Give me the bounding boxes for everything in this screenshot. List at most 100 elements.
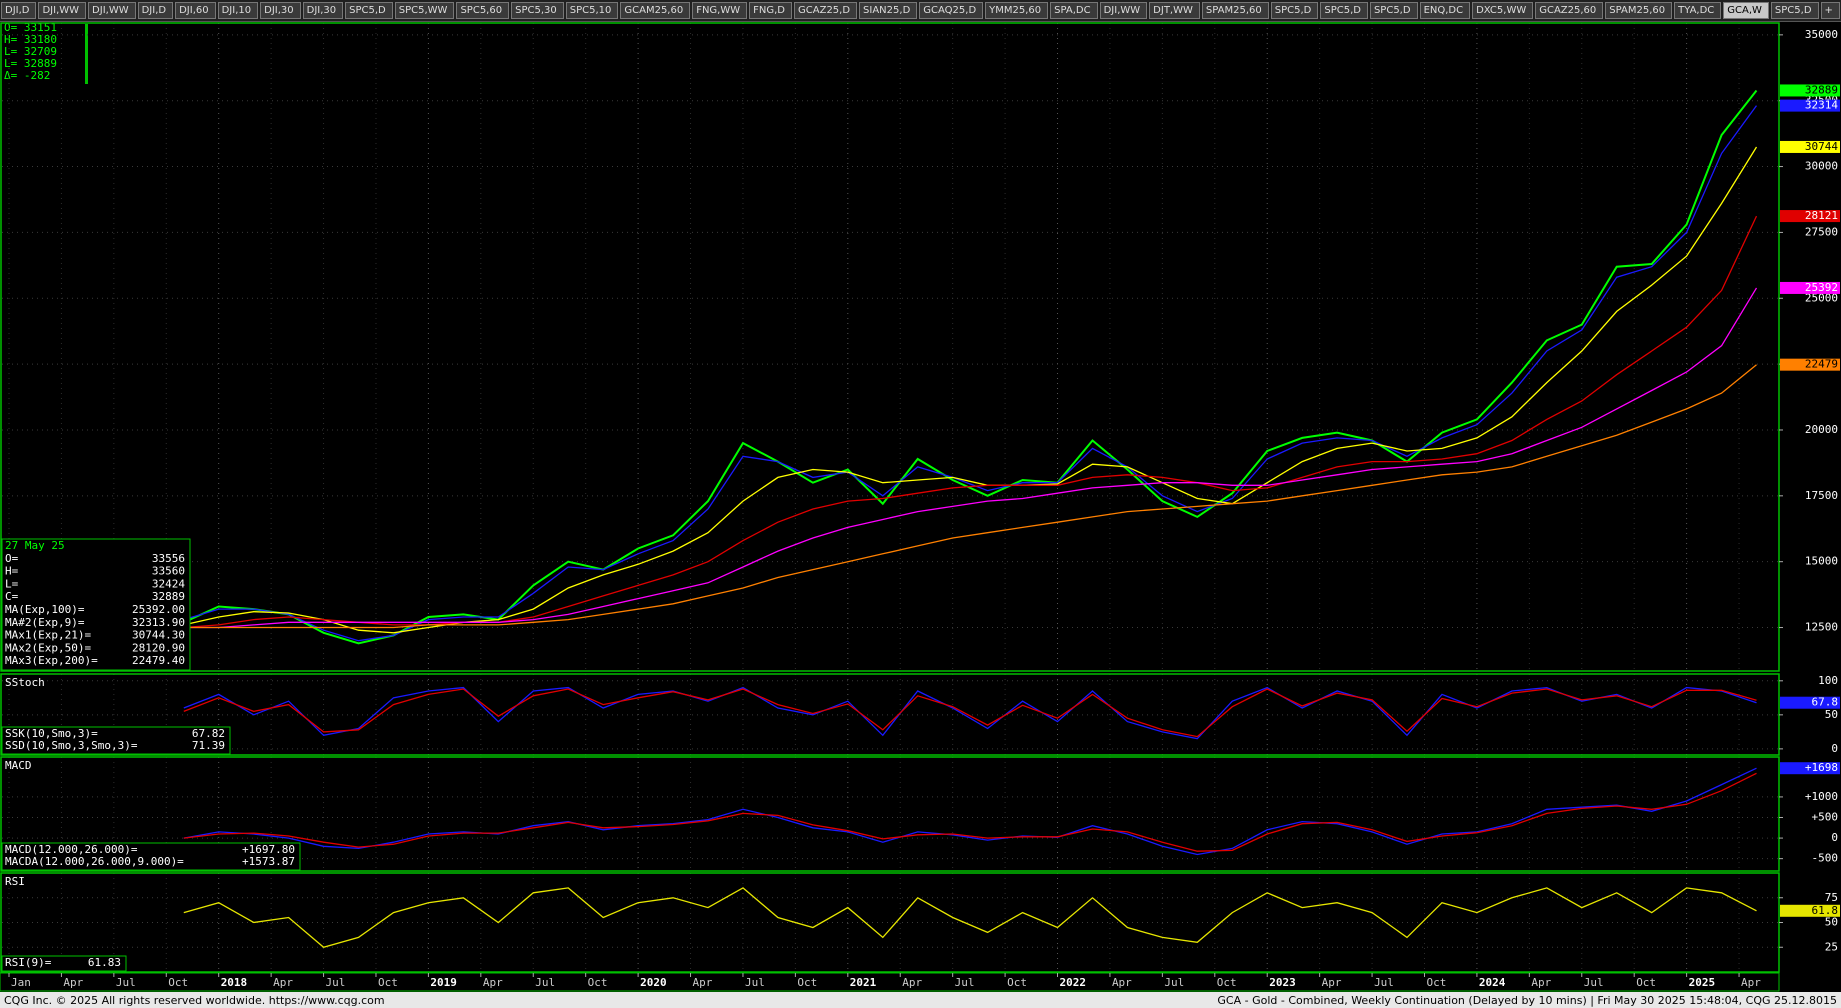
x-tick-label: Oct (797, 976, 817, 989)
readout-value: 32424 (152, 577, 185, 590)
y-tick-label: 20000 (1805, 423, 1838, 436)
tab[interactable]: GCAZ25,D (794, 2, 858, 19)
panel-title: MACD (5, 759, 32, 772)
y-tick-label: 30000 (1805, 160, 1838, 173)
x-tick-label: 2024 (1479, 976, 1506, 989)
y-tick-label: 0 (1831, 831, 1838, 844)
readout-value: 22479.40 (132, 654, 185, 667)
tab[interactable]: SPC5,D (1770, 2, 1819, 19)
tab[interactable]: DJI,60 (175, 2, 216, 19)
price-readout: L= 32709 (4, 45, 57, 58)
readout-label: RSI(9)= (5, 956, 52, 969)
tab[interactable]: DJI,30 (302, 2, 344, 19)
tab[interactable]: SPC5,10 (565, 2, 619, 19)
x-tick-label: 2021 (850, 976, 877, 989)
price-readout: Δ= -282 (4, 69, 50, 82)
y-tick-label: 25000 (1805, 291, 1838, 304)
tab[interactable]: TYA,DC (1674, 2, 1722, 19)
readout-value: 32313.90 (132, 616, 185, 629)
x-tick-label: Oct (1217, 976, 1237, 989)
tab[interactable]: + (1820, 2, 1840, 19)
tab[interactable]: FNG,D (749, 2, 793, 19)
tab[interactable]: DJI,WW (88, 2, 136, 19)
tab[interactable]: SPAM25,60 (1605, 2, 1673, 19)
x-tick-label: 2023 (1269, 976, 1296, 989)
series-line (183, 89, 1758, 645)
tab[interactable]: DXC5,WW (1472, 2, 1534, 19)
tab[interactable]: SPC5,60 (456, 2, 510, 19)
tab[interactable]: SPC5,WW (394, 2, 455, 19)
x-tick-label: Oct (1636, 976, 1656, 989)
price-flag (1780, 140, 1840, 153)
tab[interactable]: SPA,DC (1050, 2, 1098, 19)
readout-value: 30744.30 (132, 629, 185, 642)
tab[interactable]: DJI,D (137, 2, 174, 19)
x-tick-label: 2025 (1689, 976, 1716, 989)
y-tick-label: +1000 (1805, 790, 1838, 803)
x-tick-label: Oct (588, 976, 608, 989)
y-tick-label: 50 (1825, 708, 1838, 721)
price-flag-label: +1698 (1805, 761, 1838, 774)
y-tick-label: 35000 (1805, 28, 1838, 41)
tab[interactable]: GCAQ25,D (919, 2, 984, 19)
x-tick-label: Oct (168, 976, 188, 989)
price-readout: O= 33151 (4, 22, 57, 34)
tab[interactable]: ENQ,DC (1419, 2, 1471, 19)
readout-marker (85, 24, 88, 84)
tab[interactable]: DJI,D (1, 2, 37, 19)
footer: CQG Inc. © 2025 All rights reserved worl… (0, 992, 1841, 1008)
time-axis (0, 972, 1780, 992)
x-tick-label: 2018 (221, 976, 248, 989)
readout-label: MA#2(Exp,9)= (5, 616, 85, 629)
tab[interactable]: DJI,WW (38, 2, 87, 19)
tab[interactable]: FNG,WW (692, 2, 748, 19)
y-tick-label: 15000 (1805, 555, 1838, 568)
x-tick-label: Jul (116, 976, 136, 989)
x-tick-label: 2019 (430, 976, 457, 989)
readout-value: 33556 (152, 552, 185, 565)
panel-title: RSI (5, 875, 25, 888)
tab[interactable]: GCA,W (1723, 2, 1769, 19)
tab[interactable]: DJI,10 (217, 2, 259, 19)
tab[interactable]: SPAM25,60 (1201, 2, 1269, 19)
series-line (183, 767, 1757, 856)
x-tick-label: Jul (1164, 976, 1184, 989)
price-readout: H= 33180 (4, 33, 57, 46)
readout-value: 25392.00 (132, 603, 185, 616)
tab[interactable]: SIAN25,D (859, 2, 918, 19)
x-tick-label: Oct (1426, 976, 1446, 989)
x-tick-label: Jul (1374, 976, 1394, 989)
tab[interactable]: YMM25,60 (985, 2, 1049, 19)
tab[interactable]: SPC5,D (1270, 2, 1319, 19)
series-line (183, 105, 1758, 642)
readout-label: C= (5, 590, 19, 603)
x-tick-label: Jul (535, 976, 555, 989)
readout-label: SSD(10,Smo,3,Smo,3)= (5, 739, 138, 752)
price-readout: L= 32889 (4, 57, 57, 70)
tab[interactable]: SPC5,D (1369, 2, 1418, 19)
tab[interactable]: SPC5,D (345, 2, 393, 19)
tab[interactable]: GCAZ25,60 (1535, 2, 1604, 19)
tab[interactable]: SPC5,30 (511, 2, 564, 19)
readout-label: H= (5, 565, 19, 578)
tab[interactable]: DJI,30 (260, 2, 301, 19)
readout-value: 67.82 (192, 727, 225, 740)
tab[interactable]: GCAM25,60 (620, 2, 691, 19)
price-flag-label: 28121 (1805, 209, 1838, 222)
price-flag-label: 22479 (1805, 358, 1838, 371)
tab[interactable]: DJT,WW (1149, 2, 1200, 19)
price-flag (1780, 99, 1840, 112)
tab-bar: DJI,D DJI,WW DJI,WW DJI,D DJI,60 DJI,10 DJI,30… (0, 0, 1841, 22)
y-tick-label: 12500 (1805, 621, 1838, 634)
tab[interactable]: DJI,WW (1099, 2, 1148, 19)
readout-label: L= (5, 577, 19, 590)
x-tick-label: Apr (273, 976, 293, 989)
price-flag (1780, 84, 1840, 97)
x-tick-label: Apr (693, 976, 713, 989)
tab[interactable]: SPC5,D (1320, 2, 1368, 19)
status: GCA - Gold - Combined, Weekly Continuati… (1217, 993, 1837, 1007)
readout-value: 32889 (152, 590, 185, 603)
y-tick-label: 75 (1825, 891, 1838, 904)
series-line (183, 287, 1758, 629)
